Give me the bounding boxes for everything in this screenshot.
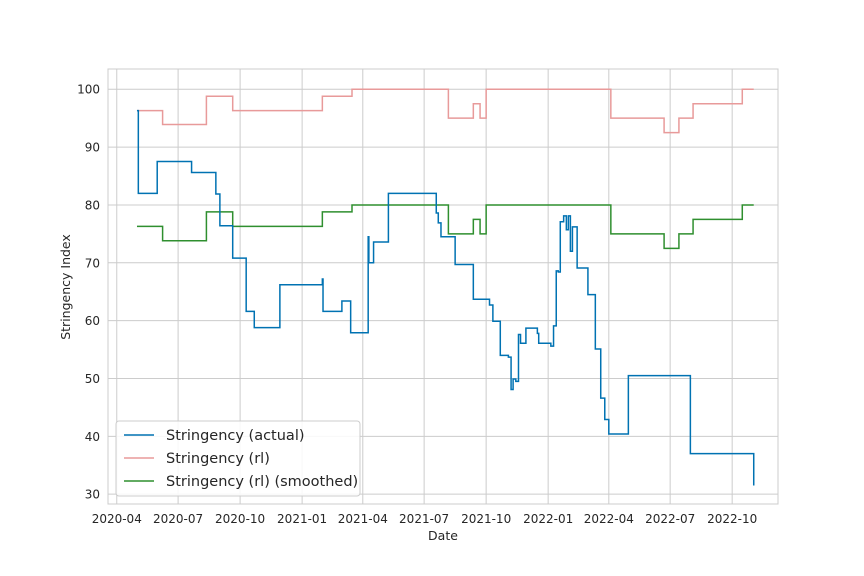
series-line-rl — [136, 88, 754, 134]
y-tick-label: 100 — [77, 83, 100, 97]
x-tick-label: 2022-04 — [584, 512, 634, 526]
y-tick-label: 50 — [85, 372, 100, 386]
x-tick-label: 2022-07 — [645, 512, 695, 526]
y-axis-label: Stringency Index — [58, 234, 73, 340]
x-tick-label: 2021-07 — [399, 512, 449, 526]
tick-labels: 2020-04 2020-07 2020-10 2021-01 2021-04 2021-… — [77, 83, 757, 526]
x-tick-label: 2021-10 — [461, 512, 511, 526]
y-tick-label: 70 — [85, 256, 100, 270]
x-axis-label: Date — [428, 528, 458, 543]
y-tick-label: 80 — [85, 198, 100, 212]
x-tick-label: 2021-01 — [277, 512, 327, 526]
y-tick-label: 30 — [85, 488, 100, 502]
series-line-rl-smoothed — [136, 204, 754, 250]
legend: Stringency (actual) Stringency (rl) Stri… — [115, 420, 361, 497]
series-line-actual — [136, 109, 755, 486]
x-tick-label: 2020-07 — [153, 512, 203, 526]
series-layer — [136, 88, 755, 486]
x-tick-label: 2022-01 — [523, 512, 573, 526]
legend-label-rl-smoothed: Stringency (rl) (smoothed) — [166, 474, 358, 490]
x-tick-label: 2021-04 — [338, 512, 388, 526]
legend-box — [115, 420, 361, 497]
x-tick-label: 2020-10 — [215, 512, 265, 526]
y-tick-label: 40 — [85, 430, 100, 444]
legend-label-rl: Stringency (rl) — [166, 451, 270, 467]
y-tick-label: 60 — [85, 314, 100, 328]
y-tick-label: 90 — [85, 141, 100, 155]
legend-label-actual: Stringency (actual) — [166, 428, 305, 444]
x-tick-label: 2022-10 — [707, 512, 757, 526]
x-tick-label: 2020-04 — [92, 512, 142, 526]
